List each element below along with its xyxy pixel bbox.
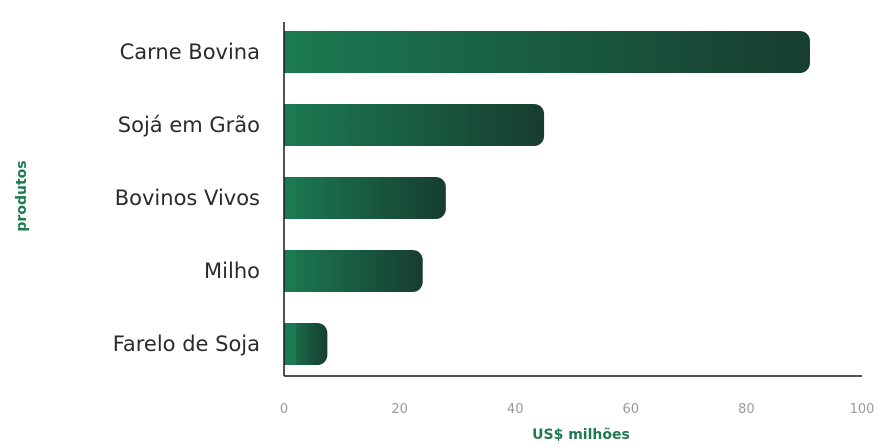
- category-label: Sojá em Grão: [118, 113, 260, 137]
- bar-base: [284, 31, 296, 73]
- bar-base: [284, 177, 296, 219]
- bar-base: [284, 250, 296, 292]
- bar-sojá-em-grão: [284, 104, 545, 146]
- x-tick-label: 60: [623, 402, 640, 417]
- category-labels: Carne Bovina Sojá em Grão Bovinos Vivos Mil…: [113, 40, 260, 356]
- x-tick-label: 0: [280, 402, 288, 417]
- bar-bovinos-vivos: [284, 177, 446, 219]
- bar-base: [284, 104, 296, 146]
- category-label: Carne Bovina: [120, 40, 260, 64]
- category-label: Farelo de Soja: [113, 332, 260, 356]
- y-axis-label: produtos: [14, 160, 30, 231]
- x-tick-label: 40: [507, 402, 524, 417]
- x-tick-label: 100: [850, 402, 875, 417]
- x-axis-label: US$ milhões: [532, 427, 630, 443]
- category-label: Milho: [204, 259, 260, 283]
- bar-carne-bovina: [284, 31, 810, 73]
- bar-base: [284, 323, 296, 365]
- bars-group: [284, 31, 810, 365]
- x-tick-label: 80: [738, 402, 755, 417]
- category-label: Bovinos Vivos: [115, 186, 260, 210]
- bar-milho: [284, 250, 423, 292]
- x-tick-labels: 0 20 40 60 80 100: [280, 402, 875, 417]
- x-tick-label: 20: [391, 402, 408, 417]
